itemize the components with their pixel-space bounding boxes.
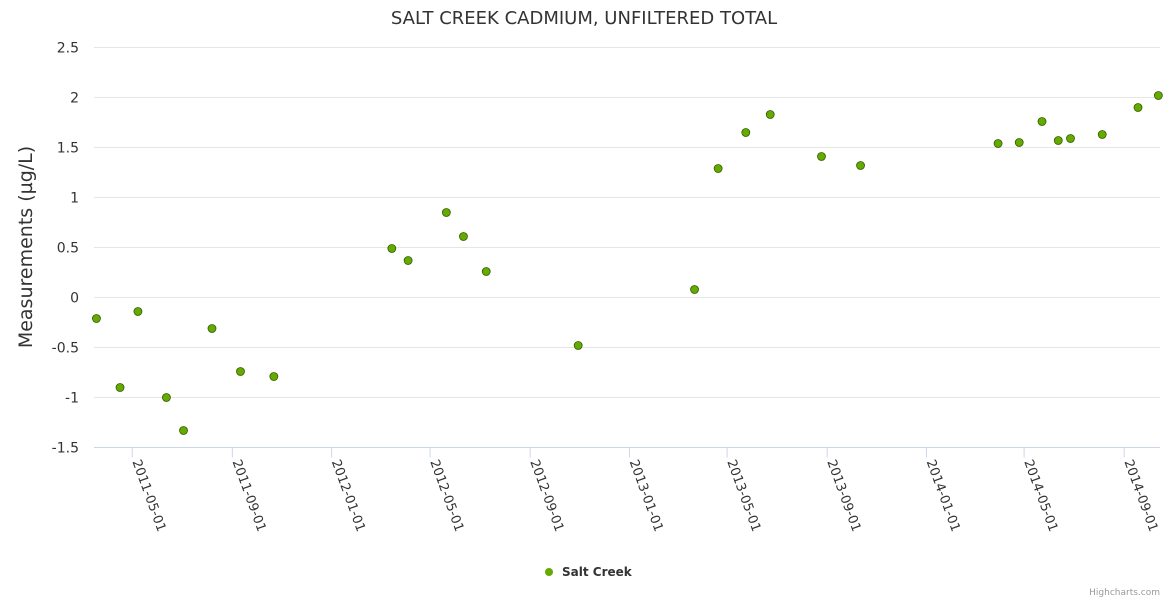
y-tick-label: 1 xyxy=(70,191,79,207)
data-point[interactable] xyxy=(741,128,751,137)
data-point[interactable] xyxy=(441,208,451,217)
x-tick-label: 2011-05-01 xyxy=(128,458,168,534)
credits-link[interactable]: Highcharts.com xyxy=(1089,588,1160,598)
x-tick-label: 2011-09-01 xyxy=(229,458,269,534)
x-tick-label: 2012-09-01 xyxy=(526,458,566,534)
series-salt-creek xyxy=(92,91,1163,435)
data-point[interactable] xyxy=(481,267,491,276)
data-point[interactable] xyxy=(92,314,101,323)
y-tick-label: 2 xyxy=(70,91,79,107)
chart-title: SALT CREEK CADMIUM, UNFILTERED TOTAL xyxy=(391,8,777,29)
data-point[interactable] xyxy=(1037,117,1047,126)
grid-lines xyxy=(94,47,1160,398)
data-point[interactable] xyxy=(269,372,279,381)
y-tick-label: -1 xyxy=(65,391,79,407)
x-tick-label: 2013-05-01 xyxy=(723,458,763,534)
data-point[interactable] xyxy=(162,393,171,402)
data-point[interactable] xyxy=(1053,136,1063,145)
y-tick-label: 0.5 xyxy=(57,241,79,257)
data-point[interactable] xyxy=(1153,91,1163,100)
data-point[interactable] xyxy=(1133,103,1143,112)
data-point[interactable] xyxy=(856,161,865,170)
x-tick-label: 2014-05-01 xyxy=(1020,458,1060,534)
data-point[interactable] xyxy=(207,324,217,333)
data-point[interactable] xyxy=(133,307,143,316)
legend-item-salt-creek[interactable]: Salt Creek xyxy=(545,565,633,579)
y-tick-label: -0.5 xyxy=(52,341,79,357)
y-tick-label: -1.5 xyxy=(52,441,79,457)
y-axis-ticks: 2.5 2 1.5 1 0.5 0 -0.5 -1 -1.5 xyxy=(52,41,79,457)
data-point[interactable] xyxy=(765,110,775,119)
data-point[interactable] xyxy=(1097,130,1107,139)
x-tick-label: 2013-01-01 xyxy=(626,458,666,534)
x-tick-label: 2012-05-01 xyxy=(426,458,466,534)
x-tick-label: 2014-09-01 xyxy=(1120,458,1160,534)
data-point[interactable] xyxy=(1014,138,1024,147)
data-point[interactable] xyxy=(115,383,125,392)
data-point[interactable] xyxy=(1066,134,1075,143)
data-point[interactable] xyxy=(817,152,826,161)
y-tick-label: 0 xyxy=(70,291,79,307)
data-point[interactable] xyxy=(179,426,188,435)
y-axis-label: Measurements (µg/L) xyxy=(15,146,37,348)
data-point[interactable] xyxy=(690,285,699,294)
data-point[interactable] xyxy=(387,244,397,253)
x-axis-ticks: 2011-05-01 2011-09-01 2012-01-01 2012-05-01… xyxy=(128,447,1160,534)
data-point[interactable] xyxy=(236,367,245,376)
x-tick-label: 2012-01-01 xyxy=(328,458,368,534)
data-point[interactable] xyxy=(713,164,723,173)
legend-label: Salt Creek xyxy=(562,565,633,579)
data-point[interactable] xyxy=(573,341,583,350)
y-tick-label: 1.5 xyxy=(57,141,79,157)
x-tick-label: 2014-01-01 xyxy=(923,458,963,534)
data-point[interactable] xyxy=(459,232,468,241)
legend-marker xyxy=(545,568,553,576)
y-tick-label: 2.5 xyxy=(57,41,79,57)
x-tick-label: 2013-09-01 xyxy=(823,458,863,534)
data-point[interactable] xyxy=(993,139,1003,148)
data-point[interactable] xyxy=(403,256,413,265)
